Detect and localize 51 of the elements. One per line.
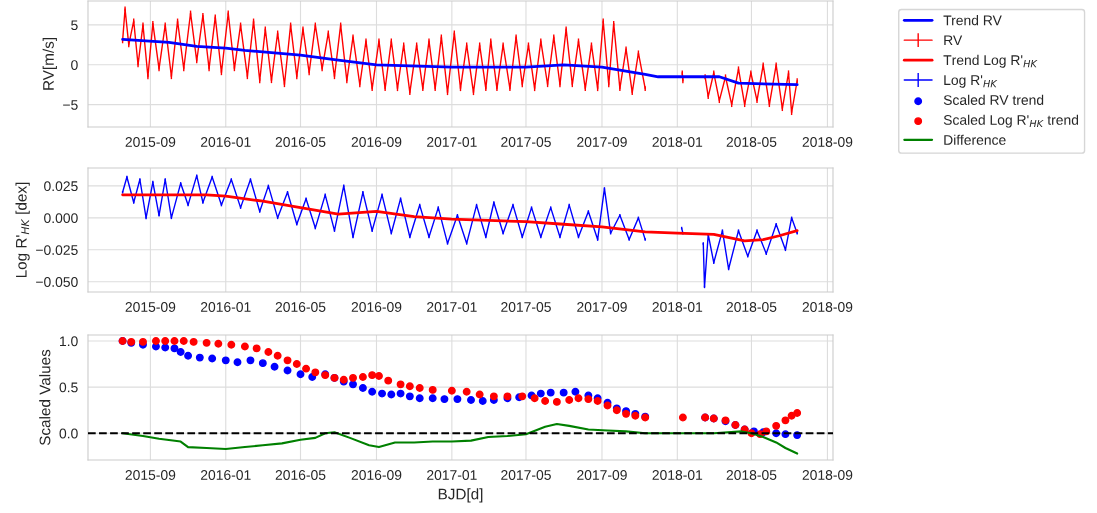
x-tick-label: 2016-09 xyxy=(351,302,402,312)
y-axis-title: RV[m/s] xyxy=(42,38,57,90)
x-tick-label: 2018-05 xyxy=(726,137,777,147)
y-tick-label: 0.000 xyxy=(44,213,78,224)
x-tick-label: 2018-01 xyxy=(652,137,703,147)
x-tick-label: 2017-01 xyxy=(427,302,477,312)
x-tick-label: 2017-09 xyxy=(577,302,627,312)
x-tick-label: 2016-05 xyxy=(275,302,326,312)
x-tick-label: 2016-05 xyxy=(275,470,326,480)
x-tick-label: 2017-01 xyxy=(427,137,477,147)
x-tick-label: 2017-01 xyxy=(427,470,477,480)
y-tick-label: 0.0 xyxy=(59,428,78,439)
x-tick-label: 2017-05 xyxy=(501,137,551,147)
x-tick-label: 2016-01 xyxy=(200,302,251,312)
x-tick-label: 2016-01 xyxy=(200,137,251,147)
y-tick-label: 0.025 xyxy=(44,181,78,192)
x-tick-label: 2015-09 xyxy=(125,302,176,312)
y-tick-label: −5 xyxy=(63,100,78,110)
legend-label: Difference xyxy=(944,134,1006,145)
y-axis-title: Scaled Values xyxy=(39,349,51,446)
legend-label: Trend RV xyxy=(943,15,1002,26)
x-tick-label: 2017-09 xyxy=(577,470,627,480)
x-tick-label: 2016-09 xyxy=(351,470,402,480)
y-axis-title: Log R'$_{HK}$ [dex] xyxy=(15,182,30,278)
x-tick-label: 2018-01 xyxy=(652,470,703,480)
y-tick-label: −0.050 xyxy=(36,277,78,287)
x-tick-label: 2017-09 xyxy=(577,137,627,147)
text: Log R'$_{HK}$ xyxy=(944,75,998,88)
legend-label: Scaled Log R'$_{HK}$ trend xyxy=(943,114,1079,128)
x-tick-label: 2018-05 xyxy=(726,470,777,480)
y-tick-label: 0.5 xyxy=(59,382,78,393)
legend-label: RV xyxy=(944,35,963,46)
y-tick-label: 0 xyxy=(71,60,78,70)
x-tick-label: 2018-09 xyxy=(802,302,853,312)
x-tick-label: 2016-01 xyxy=(200,470,251,480)
x-tick-label: 2018-01 xyxy=(652,302,703,312)
y-tick-label: 1.0 xyxy=(60,336,78,347)
x-tick-label: 2015-09 xyxy=(125,137,176,147)
x-tick-label: 2018-05 xyxy=(726,302,777,312)
y-tick-label: −0.025 xyxy=(36,245,78,255)
legend-label: Scaled RV trend xyxy=(943,94,1044,105)
y-tick-label: 5 xyxy=(71,20,78,31)
x-tick-label: 2016-05 xyxy=(275,137,326,147)
x-tick-label: 2016-09 xyxy=(351,137,402,147)
x-tick-label: 2018-09 xyxy=(802,470,853,480)
x-tick-label: 2017-05 xyxy=(501,302,551,312)
x-axis-title: BJD[d] xyxy=(438,488,483,503)
x-tick-label: 2018-09 xyxy=(802,137,853,147)
text: Trend Log R'$_{HK}$ xyxy=(943,54,1038,68)
x-tick-label: 2017-05 xyxy=(501,470,551,480)
x-tick-label: 2015-09 xyxy=(125,470,176,480)
